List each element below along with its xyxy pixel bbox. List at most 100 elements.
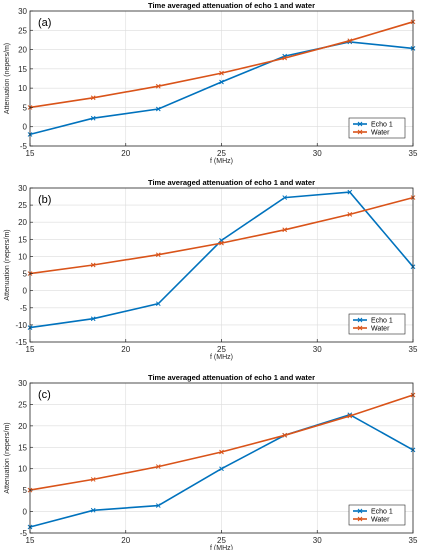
x-axis-label: f (MHz) [210,354,233,361]
y-tick-label: 0 [23,287,28,296]
x-axis-label: f (MHz) [210,545,233,550]
data-point [282,432,288,438]
x-tick-label: 25 [217,536,226,545]
data-point [219,449,224,455]
x-tick-label: 35 [409,149,418,158]
y-tick-label: 5 [23,486,28,495]
data-point [282,55,288,61]
y-tick-label: -10 [15,321,27,330]
y-tick-label: 5 [23,103,28,112]
legend-label: Echo 1 [371,122,393,129]
y-tick-label: 0 [23,508,28,517]
data-point [90,115,96,121]
panel-label: (c) [38,389,51,401]
x-tick-label: 35 [409,345,418,354]
x-tick-label: 25 [217,345,226,354]
x-tick-label: 20 [121,536,130,545]
y-tick-label: 20 [18,218,27,227]
y-tick-label: 25 [18,400,27,409]
y-tick-label: 20 [18,46,27,55]
chart-title: Time averaged attenuation of echo 1 and … [148,178,315,187]
data-point [347,413,353,419]
data-point [155,252,161,258]
data-point [90,477,96,482]
data-point [155,83,161,89]
data-point [282,227,288,233]
y-axis-label: Attenuation (nepers/m) [4,422,11,493]
data-point [90,262,96,268]
data-point [219,466,224,472]
chart-panel-1: -5 0 5 10 15 20 25 30 15 20 25 30 35 Time averaged at… [4,1,418,165]
data-point [155,301,161,307]
x-tick-label: 25 [217,149,226,158]
y-tick-label: 10 [18,252,27,261]
legend-label: Echo 1 [371,318,393,325]
y-tick-label: 30 [18,184,27,193]
legend-marker [357,508,363,514]
legend-label: Water [371,326,390,333]
y-axis-label: Attenuation (nepers/m) [4,43,11,114]
y-tick-label: 25 [18,201,27,210]
y-tick-label: 25 [18,26,27,35]
y-tick-label: 30 [18,379,27,388]
x-tick-label: 15 [26,345,35,354]
data-point [90,95,96,101]
legend-box [348,313,406,335]
chart-panel-2: -15 -10 -5 0 5 10 15 20 25 30 15 20 25 30 35 Time avera… [4,178,418,361]
data-point [219,240,224,246]
data-point [219,70,224,76]
y-tick-label: 5 [23,270,28,279]
x-tick-label: 35 [409,536,418,545]
legend-marker [357,325,363,331]
x-tick-label: 30 [313,149,322,158]
y-tick-label: 30 [18,7,27,16]
data-point [155,464,161,469]
x-tick-label: 30 [313,536,322,545]
chart-title: Time averaged attenuation of echo 1 and … [148,373,315,382]
data-point [90,316,96,322]
y-tick-label: 10 [18,465,27,474]
data-point [347,189,353,195]
legend-box [348,117,406,139]
x-axis-label: f (MHz) [210,158,233,165]
legend-marker [357,516,363,522]
x-tick-label: 15 [26,149,35,158]
y-tick-label: 0 [23,123,28,132]
legend-box [348,504,406,526]
legend-label: Water [371,517,390,524]
y-tick-label: 15 [18,235,27,244]
data-point [155,503,161,508]
y-tick-label: -5 [20,529,28,538]
y-axis-label: Attenuation (nepers/m) [4,229,11,300]
legend-marker [357,129,363,135]
x-tick-label: 20 [121,345,130,354]
x-tick-label: 30 [313,345,322,354]
y-tick-label: -5 [20,304,28,313]
chart-panel-3: -5 0 5 10 15 20 25 30 15 20 25 30 35 Time averaged at… [4,373,418,550]
y-tick-label: 20 [18,422,27,431]
panel-label: (b) [38,194,51,206]
y-tick-label: 10 [18,84,27,93]
y-tick-label: -15 [15,338,27,347]
chart-title: Time averaged attenuation of echo 1 and … [148,1,315,10]
data-point [347,211,353,217]
legend-label: Water [371,130,390,137]
y-tick-label: 15 [18,65,27,74]
x-tick-label: 20 [121,149,130,158]
panel-label: (a) [38,17,51,29]
data-point [155,106,161,112]
legend-marker [357,121,363,127]
data-point [347,38,353,44]
legend-label: Echo 1 [371,509,393,516]
y-tick-label: -5 [20,142,28,151]
y-tick-label: 15 [18,443,27,452]
x-tick-label: 15 [26,536,35,545]
data-point [90,507,96,513]
data-point [219,79,224,85]
data-point [282,195,288,200]
legend-marker [357,317,363,323]
